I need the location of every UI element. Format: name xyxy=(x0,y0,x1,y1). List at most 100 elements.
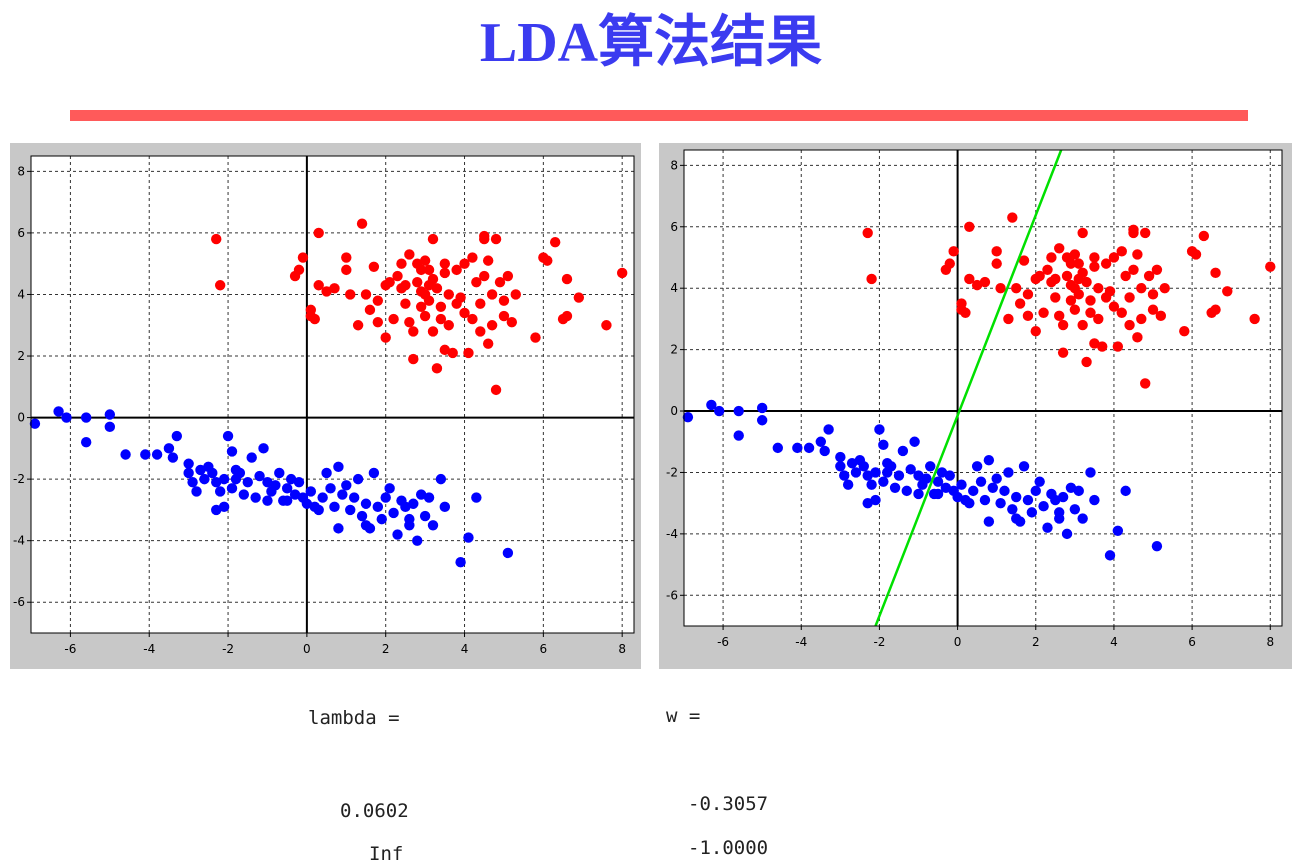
data-point xyxy=(467,252,478,263)
data-point xyxy=(345,289,356,300)
data-point xyxy=(482,255,494,266)
data-point xyxy=(419,255,431,266)
data-point xyxy=(1077,513,1088,524)
y-tick-label: 2 xyxy=(670,343,678,357)
data-point xyxy=(423,492,435,503)
data-point xyxy=(995,497,1006,509)
data-point xyxy=(337,489,348,500)
data-point xyxy=(936,467,948,478)
data-point xyxy=(427,520,439,531)
data-point xyxy=(573,292,585,303)
data-point xyxy=(384,483,395,494)
data-point xyxy=(1179,325,1190,337)
data-point xyxy=(427,326,439,337)
x-tick-label: 0 xyxy=(303,642,311,656)
data-point xyxy=(835,461,846,472)
data-point xyxy=(415,301,427,312)
data-point xyxy=(1073,485,1084,497)
data-point xyxy=(494,276,506,288)
data-point xyxy=(423,295,435,306)
y-tick-label: 0 xyxy=(17,411,25,425)
data-point xyxy=(463,347,474,359)
data-point xyxy=(412,535,423,546)
data-point xyxy=(1210,304,1221,315)
data-point xyxy=(356,218,368,229)
data-point xyxy=(858,461,869,472)
data-point xyxy=(909,436,920,447)
data-point xyxy=(238,489,250,500)
data-point xyxy=(1155,310,1167,322)
data-point xyxy=(211,477,222,488)
data-point xyxy=(396,258,407,269)
data-point xyxy=(254,470,265,482)
data-point xyxy=(384,276,395,288)
data-point xyxy=(258,443,269,454)
data-point xyxy=(479,230,490,242)
data-point xyxy=(431,283,443,294)
data-point xyxy=(1093,313,1104,325)
data-point xyxy=(281,483,293,494)
data-point xyxy=(345,504,356,516)
x-tick-label: 0 xyxy=(954,635,962,649)
data-point xyxy=(372,295,384,306)
data-point xyxy=(1108,301,1120,312)
data-point xyxy=(1198,230,1210,242)
data-point xyxy=(1030,485,1041,497)
data-point xyxy=(956,298,967,309)
data-point xyxy=(882,458,893,469)
data-point xyxy=(471,276,482,288)
x-tick-label: 4 xyxy=(1110,635,1118,649)
x-tick-label: -6 xyxy=(717,635,729,649)
data-point xyxy=(866,273,877,285)
right-plot-panel: -6 -4 -2 0 2 4 6 8 -6 -4 -2 0 2 4 6 8 xyxy=(659,143,1292,669)
data-point xyxy=(400,280,411,291)
data-point xyxy=(482,338,494,349)
data-point xyxy=(356,510,368,522)
data-point xyxy=(616,267,628,279)
data-point xyxy=(819,445,830,457)
data-point xyxy=(199,473,210,485)
data-point xyxy=(1030,325,1041,337)
data-point xyxy=(921,473,932,484)
data-point xyxy=(862,497,873,509)
data-point xyxy=(1104,550,1116,561)
w-value-1: -0.3057 xyxy=(688,793,769,815)
data-point xyxy=(971,461,983,472)
data-point xyxy=(1116,246,1127,257)
data-point xyxy=(897,445,909,457)
data-point xyxy=(61,412,72,423)
data-point xyxy=(878,439,889,451)
data-point xyxy=(1073,289,1084,300)
data-point xyxy=(1089,338,1100,349)
data-point xyxy=(368,467,380,479)
data-point xyxy=(1007,212,1018,223)
data-point xyxy=(431,363,443,374)
data-point xyxy=(901,485,912,497)
data-point xyxy=(408,326,419,337)
lambda-label: lambda = xyxy=(308,707,400,729)
data-point xyxy=(222,430,234,442)
scatter-plot-lda-projection: -6 -4 -2 0 2 4 6 8 -6 -4 -2 0 2 4 6 8 xyxy=(666,149,1283,649)
data-point xyxy=(889,482,901,494)
data-point xyxy=(479,270,490,282)
data-point xyxy=(475,298,486,309)
data-point xyxy=(53,406,64,417)
data-point xyxy=(341,480,352,491)
data-point xyxy=(1159,282,1170,294)
data-point xyxy=(368,261,380,272)
data-point xyxy=(1089,494,1100,506)
data-point xyxy=(218,501,230,513)
left-plot-panel: -6 -4 -2 0 2 4 6 8 -6 -4 -2 0 2 4 6 8 xyxy=(10,143,641,669)
data-point xyxy=(1249,313,1260,325)
w-label: w = xyxy=(666,705,701,727)
data-point xyxy=(1050,494,1061,506)
data-point xyxy=(1124,292,1135,303)
data-point xyxy=(1014,298,1026,309)
data-point xyxy=(360,520,372,531)
data-point xyxy=(1065,295,1077,306)
data-point xyxy=(1061,270,1073,282)
x-tick-label: 6 xyxy=(1188,635,1196,649)
data-point xyxy=(944,258,955,269)
data-point xyxy=(329,501,340,513)
plot-area xyxy=(31,156,634,633)
